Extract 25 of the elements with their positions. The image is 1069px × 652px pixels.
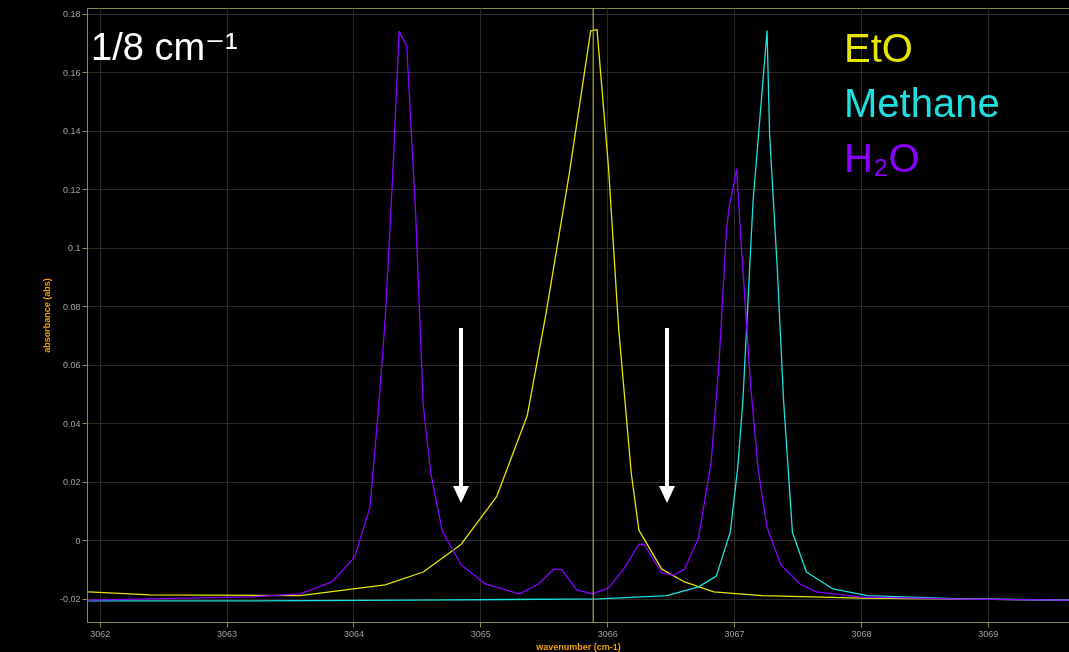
y-tick-label: 0.04: [62, 418, 81, 429]
text: H₂O: [844, 136, 920, 180]
y-tick-label: 0.1: [67, 243, 81, 254]
y-tick-label: 0.02: [62, 477, 81, 488]
y-tick-label: 0.08: [62, 301, 81, 312]
x-axis-title: wavenumber (cm-1): [535, 641, 621, 652]
text: EtO: [844, 26, 913, 70]
x-tick-label: 3067: [724, 628, 745, 639]
y-axis-title: absorbance (abs): [41, 278, 52, 353]
x-tick-label: 3066: [597, 628, 618, 639]
text: 1/8 cm⁻¹: [91, 26, 238, 68]
y-tick-label: 0.12: [62, 184, 81, 195]
series-label: Methane: [844, 81, 1000, 125]
x-tick-label: 3069: [978, 628, 999, 639]
x-tick-label: 3062: [90, 628, 111, 639]
x-tick-label: 3065: [470, 628, 491, 639]
y-tick-label: 0.14: [62, 126, 81, 137]
y-tick-label: 0.18: [62, 9, 81, 20]
y-tick-label: -0.02: [59, 594, 81, 605]
y-tick-label: 0: [75, 535, 81, 546]
y-tick-label: 0.06: [62, 360, 81, 371]
x-tick-label: 3068: [851, 628, 872, 639]
y-tick-label: 0.16: [62, 67, 81, 78]
x-tick-label: 3063: [217, 628, 238, 639]
x-tick-label: 3064: [343, 628, 364, 639]
